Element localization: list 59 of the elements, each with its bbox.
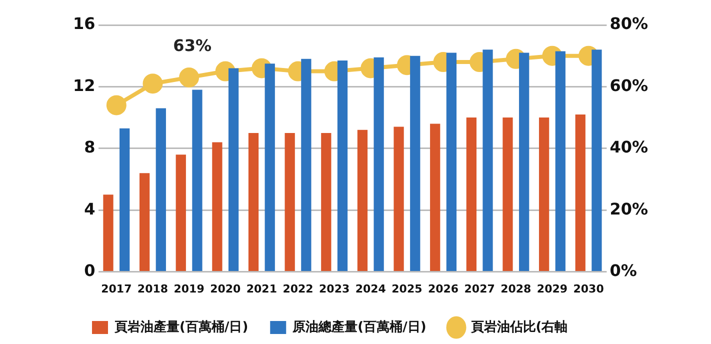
bar xyxy=(156,108,166,272)
x-tick-label: 2027 xyxy=(464,282,495,296)
x-tick-label: 2023 xyxy=(319,282,350,296)
x-tick-label: 2022 xyxy=(282,282,314,296)
bar xyxy=(176,154,186,272)
legend-label: 原油總產量(百萬桶/日) xyxy=(292,318,426,335)
x-tick-label: 2017 xyxy=(101,282,132,296)
bar xyxy=(374,57,384,272)
bar xyxy=(321,132,332,272)
annotation: 63% xyxy=(173,36,212,56)
x-tick-label: 2019 xyxy=(174,282,204,296)
bar xyxy=(482,50,493,272)
bar xyxy=(430,124,440,272)
y2-tick-label: 60% xyxy=(610,76,648,95)
y2-tick-label: 40% xyxy=(610,138,648,157)
x-tick-label: 2026 xyxy=(428,282,459,296)
bar xyxy=(519,52,530,272)
x-tick-label: 2021 xyxy=(246,282,278,296)
point xyxy=(142,74,163,94)
x-tick-label: 2020 xyxy=(210,282,242,296)
y2-tick-label: 20% xyxy=(610,199,648,218)
y-tick-label: 0 xyxy=(84,260,96,280)
y2-tick-label: 0% xyxy=(610,260,637,280)
y-tick-label: 4 xyxy=(84,199,96,218)
bar xyxy=(284,132,295,272)
bar xyxy=(120,128,130,272)
legend-label: 頁岩油佔比(右軸 xyxy=(470,320,568,335)
x-tick-label: 2030 xyxy=(573,282,604,296)
bar xyxy=(301,58,312,272)
x-tick-label: 2018 xyxy=(137,282,168,296)
bar xyxy=(264,64,275,272)
bar xyxy=(592,50,602,272)
bar xyxy=(103,194,114,272)
bar xyxy=(140,173,150,272)
bar xyxy=(248,132,259,272)
bar xyxy=(466,118,476,272)
bar xyxy=(357,130,368,272)
bar xyxy=(502,118,513,272)
bar xyxy=(575,114,586,272)
bar xyxy=(446,52,457,272)
y2-tick-label: 80% xyxy=(610,14,648,34)
x-tick-label: 2029 xyxy=(536,282,568,296)
x-tick-label: 2028 xyxy=(500,282,532,296)
bar xyxy=(228,68,239,272)
bar xyxy=(337,60,348,272)
x-tick-label: 2025 xyxy=(392,282,422,296)
bar xyxy=(212,142,222,272)
point xyxy=(106,95,126,116)
bar xyxy=(538,118,550,272)
y-tick-label: 12 xyxy=(73,76,96,95)
bar xyxy=(410,56,420,272)
y-tick-label: 16 xyxy=(73,14,96,34)
point xyxy=(179,67,200,88)
bar xyxy=(555,51,566,272)
legend-label: 頁岩油產量(百萬桶/日) xyxy=(114,318,248,335)
bar xyxy=(192,90,202,272)
y-tick-label: 8 xyxy=(84,138,96,157)
bar xyxy=(394,126,404,272)
x-tick-label: 2024 xyxy=(355,282,386,296)
